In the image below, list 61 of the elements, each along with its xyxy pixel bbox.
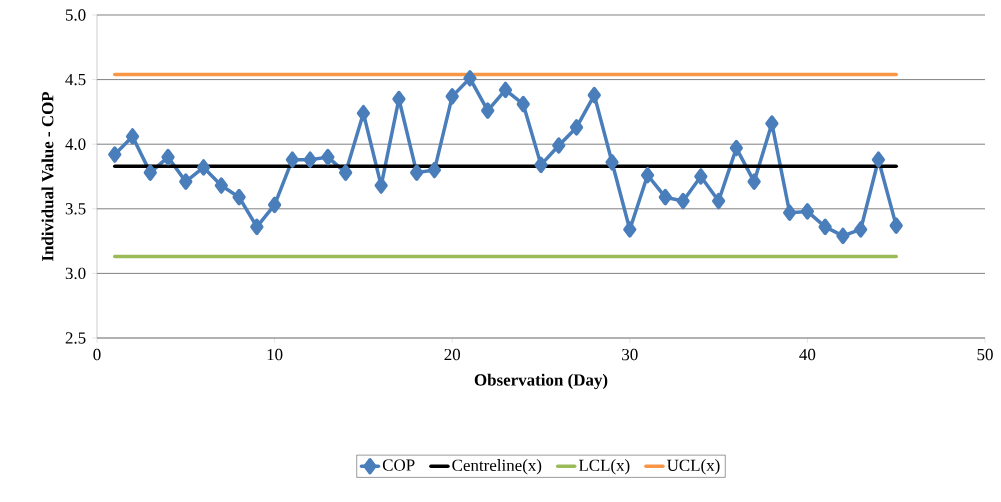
point bbox=[729, 139, 743, 157]
point bbox=[783, 204, 797, 221]
point bbox=[676, 192, 690, 210]
point bbox=[747, 173, 761, 190]
point bbox=[356, 104, 371, 122]
point bbox=[196, 159, 211, 176]
point bbox=[534, 156, 548, 174]
point bbox=[125, 128, 140, 145]
x-tick-label: 20 bbox=[444, 348, 461, 361]
y-tick-label: 5.0 bbox=[65, 9, 86, 21]
point bbox=[143, 164, 157, 181]
point bbox=[321, 148, 335, 166]
x-tick-label: 50 bbox=[977, 348, 993, 361]
x-axis-title: Observation (Day) bbox=[474, 373, 608, 390]
point bbox=[179, 173, 193, 190]
point bbox=[161, 148, 175, 166]
legend-label: LCL(x) bbox=[578, 459, 630, 475]
point bbox=[445, 88, 459, 105]
point bbox=[854, 221, 868, 238]
y-axis-title: Individual Value - COP bbox=[41, 91, 54, 262]
point bbox=[818, 218, 832, 236]
point bbox=[267, 196, 282, 214]
point bbox=[871, 151, 886, 168]
point bbox=[552, 137, 566, 154]
point bbox=[605, 154, 619, 171]
point bbox=[463, 70, 477, 87]
y-tick-label: 4.5 bbox=[65, 73, 86, 86]
x-tick-label: 30 bbox=[622, 348, 638, 361]
point bbox=[232, 188, 246, 206]
point bbox=[481, 102, 495, 119]
point bbox=[516, 95, 530, 113]
point bbox=[694, 168, 708, 185]
legend-label: Centreline(x) bbox=[452, 459, 542, 475]
point bbox=[889, 217, 903, 234]
point bbox=[214, 177, 228, 194]
point bbox=[658, 188, 672, 206]
point bbox=[836, 227, 850, 245]
legend-label: COP bbox=[382, 459, 415, 471]
y-tick-label: 3.0 bbox=[65, 267, 86, 280]
point bbox=[800, 203, 815, 220]
y-tick-label: 4.0 bbox=[65, 138, 86, 150]
point bbox=[427, 161, 442, 179]
legend-label: UCL(x) bbox=[667, 459, 720, 475]
y-tick-label: 3.5 bbox=[65, 203, 86, 215]
x-tick-label: 40 bbox=[799, 348, 816, 361]
point bbox=[587, 86, 601, 104]
point bbox=[569, 119, 584, 136]
point bbox=[410, 164, 424, 181]
point bbox=[285, 151, 299, 168]
point bbox=[498, 81, 513, 99]
point bbox=[623, 221, 637, 238]
point bbox=[339, 164, 353, 181]
point bbox=[250, 218, 264, 236]
y-tick-label: 2.5 bbox=[65, 332, 86, 344]
x-tick-label: 0 bbox=[93, 348, 101, 361]
x-tick-label: 10 bbox=[267, 348, 283, 361]
point bbox=[640, 166, 655, 184]
point bbox=[303, 151, 317, 168]
point bbox=[108, 146, 122, 163]
point bbox=[711, 192, 726, 210]
point bbox=[765, 115, 779, 132]
